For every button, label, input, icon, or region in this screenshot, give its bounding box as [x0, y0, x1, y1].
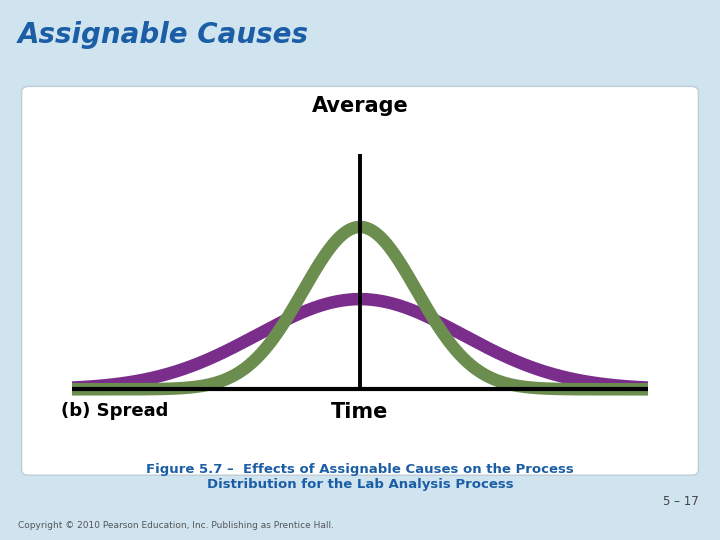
- Text: (b) Spread: (b) Spread: [61, 402, 168, 420]
- Text: Average: Average: [312, 96, 408, 116]
- Text: Distribution for the Lab Analysis Process: Distribution for the Lab Analysis Proces…: [207, 478, 513, 491]
- Text: Copyright © 2010 Pearson Education, Inc. Publishing as Prentice Hall.: Copyright © 2010 Pearson Education, Inc.…: [18, 521, 334, 530]
- Text: Assignable Causes: Assignable Causes: [18, 21, 309, 49]
- Text: Figure 5.7 –  Effects of Assignable Causes on the Process: Figure 5.7 – Effects of Assignable Cause…: [146, 463, 574, 476]
- FancyBboxPatch shape: [22, 86, 698, 475]
- Text: Time: Time: [331, 402, 389, 422]
- Text: 5 – 17: 5 – 17: [662, 495, 698, 508]
